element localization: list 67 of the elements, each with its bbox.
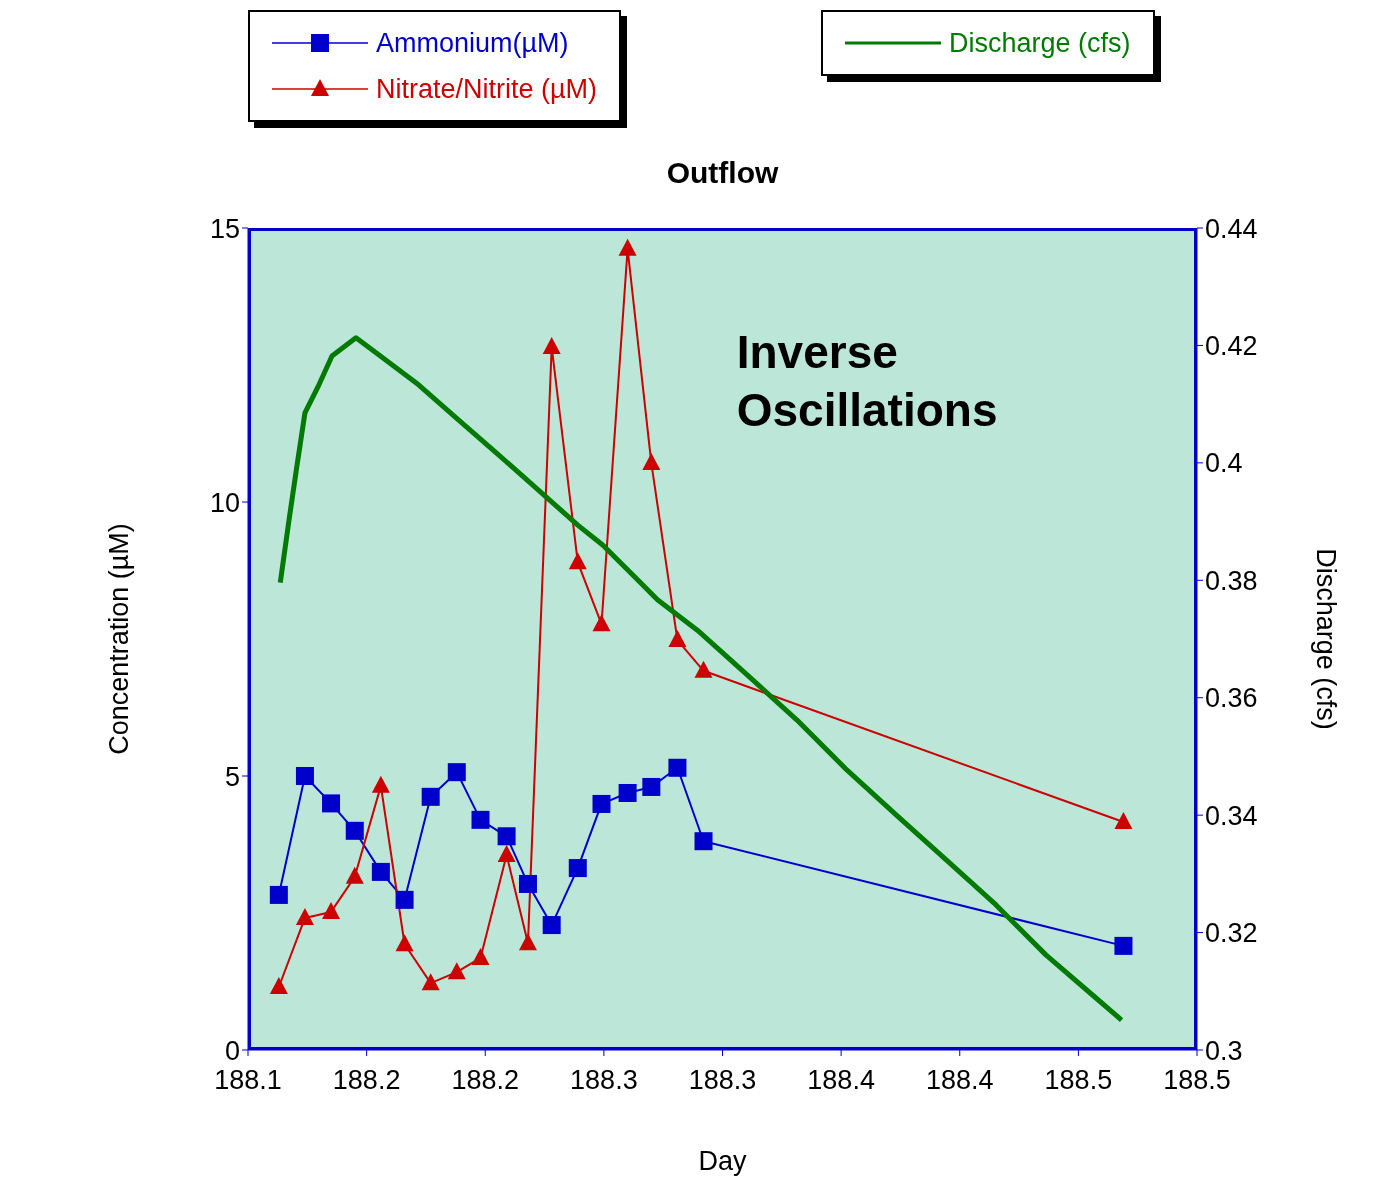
y2-axis-title: Discharge (cfs) (1311, 548, 1342, 730)
y2-tick-label: 0.42 (1205, 331, 1258, 362)
point (497, 844, 516, 862)
legend-label: Nitrate/Nitrite (µM) (376, 73, 598, 105)
x-tick-label: 188.2 (332, 1065, 401, 1096)
point (295, 907, 314, 925)
point (322, 794, 341, 813)
y2-tick-label: 0.36 (1205, 683, 1258, 714)
point (345, 821, 364, 840)
point (395, 890, 414, 909)
point (668, 630, 687, 648)
point (322, 901, 341, 919)
y2-tick-label: 0.3 (1205, 1035, 1243, 1066)
y-axis-title: Concentration (µM) (103, 523, 134, 755)
x-tick-label: 188.1 (214, 1065, 282, 1096)
point (568, 552, 587, 570)
x-tick-label: 188.2 (451, 1065, 520, 1096)
point (518, 874, 537, 893)
point (694, 660, 713, 678)
y-tick-label: 0 (224, 1035, 240, 1066)
x-tick-label: 188.4 (807, 1065, 875, 1096)
legend-label: Ammonium(µM) (376, 27, 569, 59)
y2-tick-label: 0.38 (1205, 565, 1258, 596)
x-axis-title: Day (698, 1146, 748, 1176)
x-tick-label: 188.3 (570, 1065, 638, 1096)
legend-label: Discharge (cfs) (949, 27, 1131, 59)
y-tick-label: 10 (209, 487, 240, 518)
x-tick-label: 188.4 (925, 1065, 994, 1096)
x-tick-label: 188.5 (1044, 1065, 1113, 1096)
point (395, 934, 414, 952)
point (618, 783, 637, 802)
x-tick-label: 188.3 (688, 1065, 757, 1096)
point (518, 933, 537, 951)
point (592, 794, 611, 813)
point (1114, 936, 1133, 955)
point (345, 866, 364, 884)
point (471, 947, 490, 965)
note: Inverse Oscillations (736, 325, 999, 438)
point (295, 767, 314, 785)
point (447, 763, 466, 782)
x-tick-label: 188.5 (1163, 1065, 1231, 1096)
y-tick-label: 15 (209, 213, 240, 244)
y2-tick-label: 0.32 (1205, 918, 1258, 949)
point (592, 614, 611, 632)
y2-tick-label: 0.44 (1205, 213, 1258, 244)
point (371, 862, 390, 881)
point (668, 758, 687, 777)
point (421, 973, 440, 991)
point (694, 832, 713, 851)
y2-tick-label: 0.4 (1205, 448, 1243, 479)
point (497, 827, 516, 846)
point (642, 453, 661, 471)
chart-title: Outflow (665, 156, 780, 190)
point (642, 777, 661, 796)
point (568, 859, 587, 878)
point (421, 787, 440, 806)
point (1114, 812, 1133, 830)
point (371, 775, 390, 793)
point (542, 916, 561, 935)
point (542, 336, 561, 354)
point (471, 810, 490, 829)
point (618, 238, 637, 256)
point (269, 885, 288, 904)
y-tick-label: 5 (224, 761, 240, 792)
y2-tick-label: 0.34 (1205, 800, 1258, 831)
point (269, 976, 288, 994)
point (447, 962, 466, 980)
